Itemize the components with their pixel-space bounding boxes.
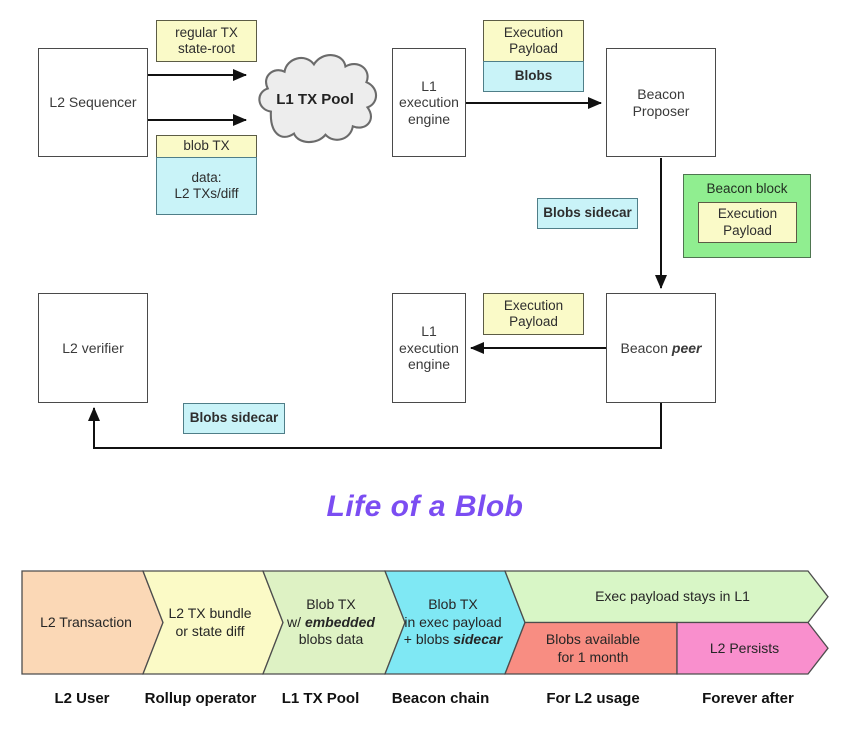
strip-text-1: L2 Transaction	[40, 613, 132, 630]
l1-exec-engine-label-2: L1 execution engine	[399, 323, 459, 373]
beacon-block-exec-payload-text: Execution Payload	[717, 206, 778, 238]
strip-text-2: L2 TX bundle or state diff	[168, 605, 252, 639]
l2-sequencer-label: L2 Sequencer	[49, 94, 137, 111]
strip-text-3-line1: Blob TX	[306, 596, 356, 613]
strip-label-l2-tx-bundle: L2 TX bundle or state diff	[152, 570, 268, 675]
beacon-block-exec-payload: Execution Payload	[698, 202, 797, 243]
strip-label-l2-persists: L2 Persists	[677, 622, 812, 675]
beacon-peer-emph: peer	[671, 339, 702, 356]
l1-execution-engine-box-2: L1 execution engine	[392, 293, 466, 403]
cloud-label-text: L1 TX Pool	[276, 90, 354, 108]
strip-label-l2-transaction: L2 Transaction	[22, 570, 150, 675]
stage-label-for-l2-usage: For L2 usage	[546, 690, 640, 707]
stage-label-l2-user: L2 User	[54, 690, 110, 707]
l2-sequencer-box: L2 Sequencer	[38, 48, 148, 157]
blobs-text: Blobs	[514, 68, 553, 84]
beacon-peer-label: Beacon peer	[621, 340, 702, 357]
blobs-label: Blobs	[483, 61, 584, 92]
stage-label-forever-after: Forever after	[702, 690, 794, 707]
l2-verifier-label: L2 verifier	[62, 339, 124, 356]
strip-label-exec-payload-stays: Exec payload stays in L1	[530, 570, 815, 623]
beacon-block: Beacon block Execution Payload	[683, 174, 811, 258]
stage-label-l1-tx-pool: L1 TX Pool	[281, 690, 360, 707]
timeline-strip	[21, 570, 829, 675]
strip-text-7: L2 Persists	[709, 639, 780, 656]
exec-payload-text-2: Execution Payload	[503, 297, 564, 329]
stage-label-rollup-operator: Rollup operator	[144, 690, 257, 707]
l2-verifier-box: L2 verifier	[38, 293, 148, 403]
strip-text-4-line3a: + blobs	[403, 631, 454, 648]
stage-label-beacon-chain: Beacon chain	[391, 690, 490, 707]
exec-payload-blobs-stack: Execution Payload Blobs	[483, 20, 584, 92]
exec-payload-label-1: Execution Payload	[483, 20, 584, 62]
beacon-proposer-box: Beacon Proposer	[606, 48, 716, 157]
arrow-peer-to-verifier	[88, 403, 662, 449]
blobs-sidecar-label-2: Blobs sidecar	[183, 403, 285, 434]
beacon-proposer-label: Beacon Proposer	[632, 85, 690, 119]
connector-arrows	[88, 69, 667, 449]
blob-tx-header: blob TX	[156, 135, 257, 158]
l1-exec-engine-label-1: L1 execution engine	[399, 77, 459, 127]
l1-execution-engine-box-1: L1 execution engine	[392, 48, 466, 157]
strip-text-4-line2: in exec payload	[404, 613, 502, 630]
strip-text-4-line3b: sidecar	[453, 631, 503, 648]
strip-label-blobs-available: Blobs available for 1 month	[512, 622, 674, 675]
beacon-peer-box: Beacon peer	[606, 293, 716, 403]
page-title: Life of a Blob	[326, 490, 524, 523]
cloud-shape	[258, 54, 378, 144]
beacon-peer-prefix: Beacon	[620, 339, 672, 356]
strip-text-6: Blobs available for 1 month	[545, 631, 641, 665]
regular-tx-label: regular TX state-root	[156, 20, 257, 62]
strip-label-blob-tx-sidecar: Blob TX in exec payload + blobs sidecar	[394, 570, 512, 675]
exec-payload-label-2: Execution Payload	[483, 293, 584, 335]
l1-tx-pool-cloud	[258, 54, 378, 144]
blob-tx-body-text: data: L2 TXs/diff	[174, 169, 239, 201]
blobs-sidecar-text-1: Blobs sidecar	[543, 205, 632, 221]
strip-text-3-line2: w/ embedded	[287, 614, 375, 632]
regular-tx-text: regular TX state-root	[175, 24, 238, 56]
strip-seg-l2-persists	[676, 621, 829, 675]
exec-payload-text-1: Execution Payload	[503, 24, 564, 56]
blobs-sidecar-label-1: Blobs sidecar	[537, 198, 638, 229]
l1-tx-pool-cloud-label: L1 TX Pool	[252, 42, 378, 156]
blob-tx-body: data: L2 TXs/diff	[156, 157, 257, 215]
strip-text-3-line2b: embedded	[304, 613, 375, 630]
strip-text-3-line2a: w/	[287, 613, 305, 630]
strip-seg-exec-payload-stays	[504, 570, 829, 624]
strip-text-5: Exec payload stays in L1	[595, 587, 750, 604]
blob-tx-header-text: blob TX	[183, 138, 230, 154]
strip-text-3-line3: blobs data	[298, 631, 364, 648]
blob-tx-stack: blob TX data: L2 TXs/diff	[156, 135, 257, 215]
beacon-block-title: Beacon block	[706, 181, 788, 196]
strip-label-blob-tx-embedded: Blob TX w/ embedded blobs data	[272, 570, 390, 675]
strip-text-4-line1: Blob TX	[428, 596, 478, 613]
blobs-sidecar-text-2: Blobs sidecar	[189, 410, 279, 426]
strip-text-4-line3: + blobs sidecar	[404, 631, 502, 649]
